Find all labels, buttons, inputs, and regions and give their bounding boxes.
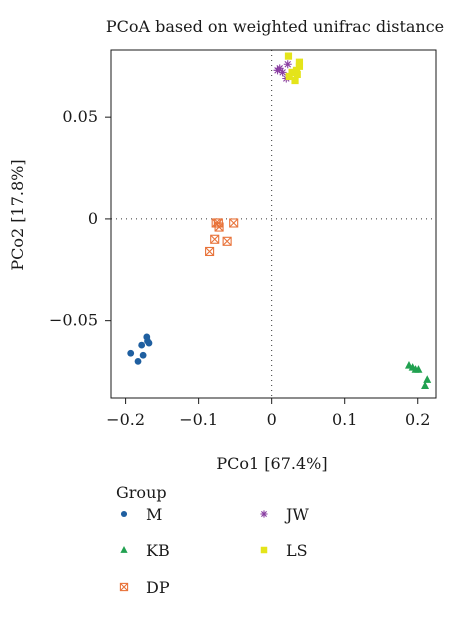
legend-label: KB xyxy=(146,540,170,560)
legend-marker-dp xyxy=(119,582,129,592)
point-kb xyxy=(421,381,430,389)
legend-marker-kb xyxy=(120,546,128,553)
y-axis: −0.05 0 0.05 xyxy=(49,107,111,330)
x-tick-label: 0.2 xyxy=(405,410,430,429)
legend-marker-jw xyxy=(260,510,268,518)
point-m xyxy=(139,351,147,359)
y-tick-label: 0 xyxy=(88,209,98,228)
data-points xyxy=(127,52,432,389)
zero-reference-lines xyxy=(111,50,436,398)
y-tick-label: −0.05 xyxy=(49,311,98,330)
legend-marker-m xyxy=(120,510,128,518)
x-tick-label: 0.1 xyxy=(332,410,357,429)
point-ls xyxy=(285,72,293,81)
point-ls xyxy=(295,58,304,66)
legend-title: Group xyxy=(116,483,167,502)
legend-symbol xyxy=(260,546,268,554)
x-axis: −0.2 −0.1 0 0.1 0.2 xyxy=(106,398,430,429)
legend-label: M xyxy=(146,504,163,524)
point-dp xyxy=(210,234,220,244)
point-m xyxy=(127,349,135,357)
plot-frame xyxy=(110,49,437,399)
x-tick-label: 0 xyxy=(267,410,277,429)
legend-symbol xyxy=(120,546,128,553)
y-axis-label: PCo2 [17.8%] xyxy=(8,159,27,270)
point-jw xyxy=(278,68,287,77)
legend-item-jw: JW xyxy=(256,503,309,525)
point-kb xyxy=(414,365,423,373)
point-jw xyxy=(275,64,284,73)
point-ls xyxy=(295,62,304,70)
point-ls xyxy=(292,66,301,74)
legend-item-dp: DP xyxy=(116,576,170,598)
legend-label: JW xyxy=(286,504,309,524)
legend-marker-ls xyxy=(260,546,268,554)
point-m xyxy=(134,357,142,365)
legend-item-ls: LS xyxy=(256,539,308,561)
point-ls xyxy=(291,76,299,85)
legend-item-m: M xyxy=(116,503,162,525)
point-dp xyxy=(205,246,215,257)
legend-symbol xyxy=(260,510,268,518)
x-tick-label: −0.2 xyxy=(106,410,145,429)
legend-label: LS xyxy=(286,540,308,560)
point-ls xyxy=(284,52,293,60)
x-tick-label: −0.1 xyxy=(179,410,218,429)
legend-label: DP xyxy=(146,577,170,597)
x-axis-label: PCo1 [67.4%] xyxy=(216,454,327,473)
chart-title: PCoA based on weighted unifrac distance xyxy=(106,17,444,36)
point-m xyxy=(145,339,153,347)
series-m xyxy=(127,333,153,365)
series-dp xyxy=(205,218,239,257)
point-ls xyxy=(288,68,296,76)
series-ls xyxy=(284,52,304,85)
legend-symbol xyxy=(119,582,129,592)
series-kb xyxy=(404,361,432,389)
legend-item-kb: KB xyxy=(116,539,170,561)
point-dp xyxy=(229,218,239,228)
point-dp xyxy=(214,222,224,232)
point-ls xyxy=(293,70,301,79)
point-kb xyxy=(423,375,432,383)
legend-symbol xyxy=(120,510,128,518)
point-m xyxy=(138,341,146,349)
point-jw xyxy=(283,60,292,69)
y-tick-label: 0.05 xyxy=(62,107,98,126)
point-dp xyxy=(222,236,232,246)
